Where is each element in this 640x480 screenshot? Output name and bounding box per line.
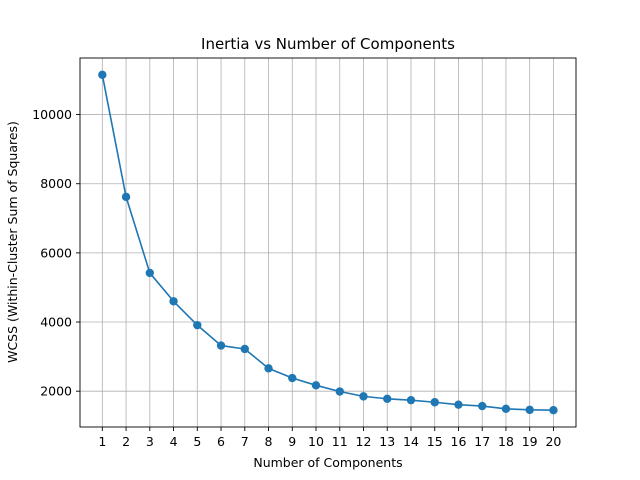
y-axis-label: WCSS (Within-Cluster Sum of Squares) xyxy=(5,121,20,363)
x-tick-label: 13 xyxy=(379,434,395,449)
data-point xyxy=(216,341,226,350)
data-point xyxy=(335,387,344,396)
data-point xyxy=(549,405,558,415)
data-point xyxy=(525,405,534,415)
plot-frame xyxy=(79,57,577,428)
data-point xyxy=(501,404,511,414)
data-point xyxy=(98,70,107,80)
grid xyxy=(80,58,576,427)
data-point xyxy=(193,320,202,330)
y-tick-label: 6000 xyxy=(40,245,72,260)
x-tick-label: 7 xyxy=(241,434,249,449)
data-point xyxy=(311,381,321,390)
data-point xyxy=(430,398,439,407)
x-tick-label: 11 xyxy=(332,434,348,449)
x-tick-label: 18 xyxy=(498,434,514,449)
x-tick-label: 3 xyxy=(146,434,154,449)
data-point xyxy=(454,400,463,409)
x-tick-label: 8 xyxy=(265,434,273,449)
series xyxy=(98,70,558,415)
x-tick-label: 20 xyxy=(545,434,561,449)
data-point xyxy=(240,344,249,354)
data-point xyxy=(406,395,416,405)
x-axis-label: Number of Components xyxy=(253,455,402,470)
data-point xyxy=(359,392,368,401)
x-tick-label: 2 xyxy=(122,434,130,449)
x-tick-label: 19 xyxy=(522,434,538,449)
x-axis-ticks: 1 2 3 4 5 6 7 8 9 10 11 12 13 14 15 16 17 18 19 20 xyxy=(98,427,561,449)
data-point xyxy=(121,192,131,202)
data-point xyxy=(288,373,297,383)
data-point xyxy=(478,401,487,411)
y-tick-label: 4000 xyxy=(40,315,72,330)
y-tick-label: 8000 xyxy=(40,176,72,191)
y-axis-ticks: 2000 4000 6000 8000 10000 xyxy=(32,107,80,399)
x-tick-label: 17 xyxy=(474,434,490,449)
x-tick-label: 16 xyxy=(451,434,467,449)
x-tick-label: 14 xyxy=(403,434,419,449)
x-tick-label: 9 xyxy=(288,434,296,449)
y-tick-label: 10000 xyxy=(32,107,72,122)
x-tick-label: 15 xyxy=(427,434,443,449)
x-tick-label: 5 xyxy=(193,434,201,449)
y-tick-label: 2000 xyxy=(40,384,72,399)
data-point xyxy=(264,364,273,373)
data-point xyxy=(169,297,178,306)
x-tick-label: 1 xyxy=(98,434,106,449)
x-tick-label: 10 xyxy=(308,434,324,449)
x-tick-label: 4 xyxy=(170,434,178,449)
data-point xyxy=(145,268,155,278)
x-tick-label: 6 xyxy=(217,434,225,449)
x-tick-label: 12 xyxy=(356,434,372,449)
data-point xyxy=(383,394,392,403)
chart-title: Inertia vs Number of Components xyxy=(201,35,455,53)
